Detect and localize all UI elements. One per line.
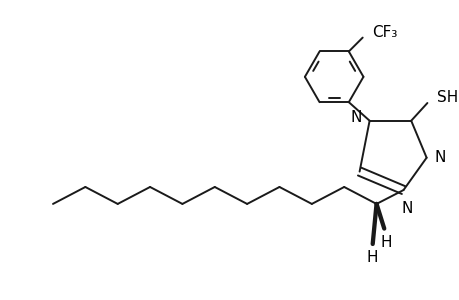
Text: H: H [366, 250, 378, 265]
Text: N: N [433, 150, 445, 165]
Text: N: N [401, 201, 412, 216]
Text: CF₃: CF₃ [371, 26, 397, 40]
Text: SH: SH [436, 90, 457, 105]
Text: N: N [350, 110, 361, 125]
Text: H: H [379, 235, 391, 250]
